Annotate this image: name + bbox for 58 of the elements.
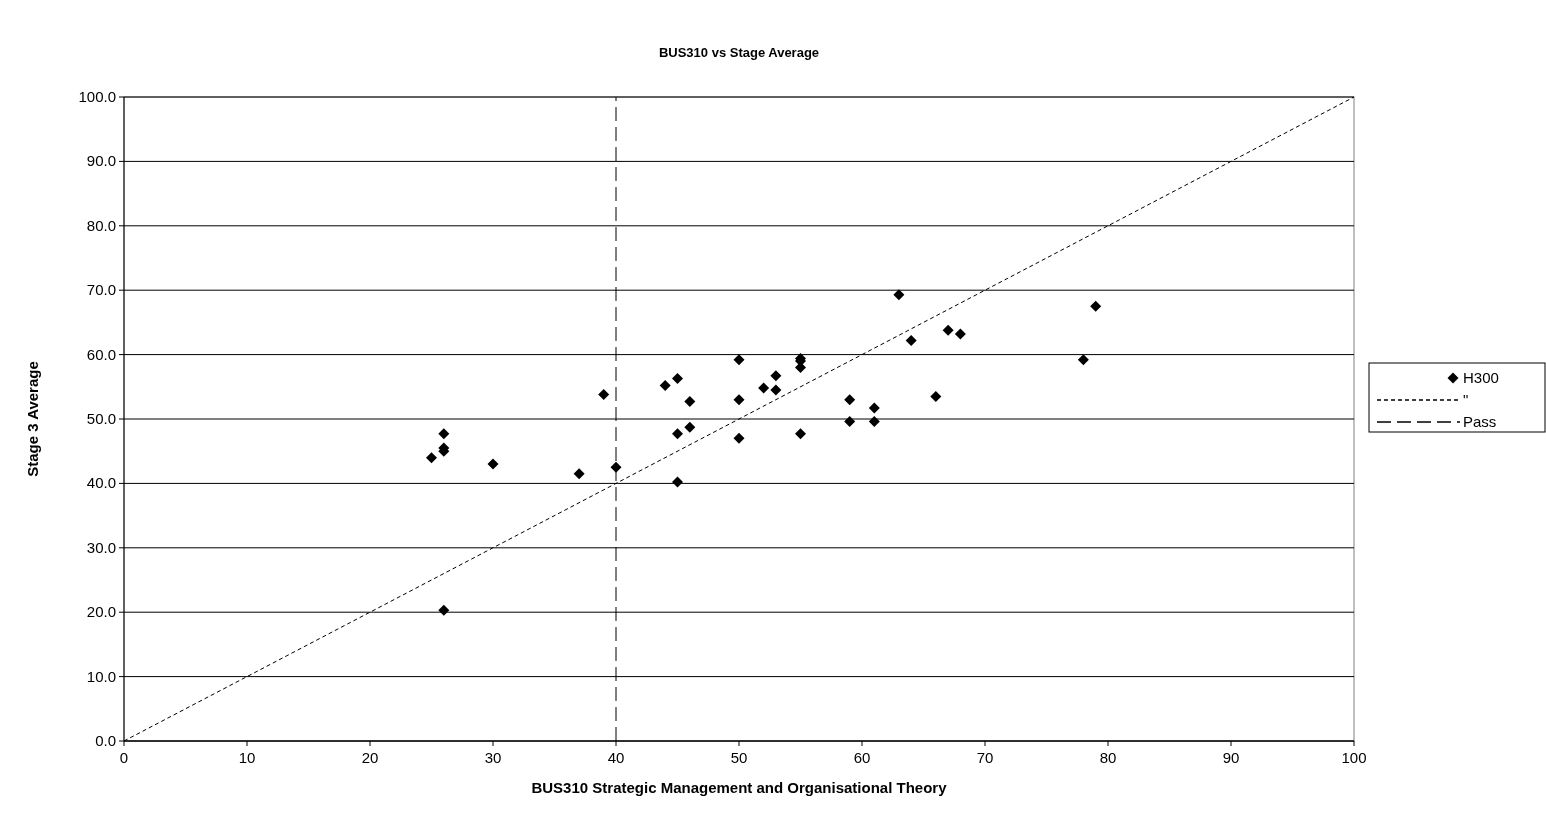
point: [844, 394, 856, 406]
point: [438, 428, 450, 440]
point: [1077, 354, 1089, 366]
y-tick-label: 50.0: [86, 410, 116, 427]
point: [659, 380, 671, 392]
y-tick-label: 100.0: [78, 88, 116, 105]
y-tick-label: 20.0: [86, 603, 116, 621]
point: [672, 428, 683, 440]
y-tick-label: 40.0: [86, 474, 116, 492]
point: [733, 394, 745, 406]
x-tick-label: 70: [976, 749, 994, 766]
point: [733, 432, 745, 444]
point: [942, 324, 954, 336]
point: [905, 334, 917, 346]
point: [598, 389, 610, 401]
x-tick-label: 30: [484, 749, 502, 766]
point: [844, 416, 856, 428]
point: [438, 604, 450, 616]
x-tick-label: 0: [119, 749, 129, 766]
x-tick-label: 90: [1222, 749, 1240, 766]
y-tick-label: 60.0: [86, 345, 116, 363]
y-axis-title: Stage 3 Average: [24, 361, 41, 477]
legend-label: H300: [1463, 369, 1499, 386]
point: [795, 428, 806, 440]
point: [487, 458, 499, 470]
point: [1090, 300, 1102, 312]
x-tick-label: 40: [607, 749, 625, 766]
legend-label: ": [1463, 391, 1469, 408]
point: [684, 396, 696, 408]
x-tick-label: 100: [1341, 749, 1367, 766]
point: [672, 372, 683, 384]
x-axis-title: BUS310 Strategic Management and Organisational Theory: [531, 779, 948, 796]
x-tick-label: 60: [853, 749, 871, 766]
x-tick-label: 20: [361, 749, 379, 766]
point: [868, 416, 880, 428]
point: [868, 402, 880, 414]
point: [758, 382, 770, 394]
x-tick-label: 80: [1099, 749, 1117, 766]
y-tick-label: 30.0: [86, 538, 116, 556]
y-tick-label: 10.0: [86, 667, 116, 685]
point: [733, 354, 745, 366]
point: [770, 384, 782, 396]
point: [684, 421, 696, 433]
point: [672, 476, 683, 488]
x-tick-label: 10: [238, 749, 256, 766]
chart-title: BUS310 vs Stage Average: [658, 45, 820, 60]
y-tick-label: 0.0: [95, 732, 116, 749]
point: [954, 328, 966, 340]
point: [930, 390, 942, 402]
point: [426, 452, 437, 464]
point: [770, 370, 782, 382]
point: [893, 289, 905, 301]
x-tick-label: 50: [730, 749, 748, 766]
y-tick-label: 70.0: [86, 281, 116, 299]
point: [573, 468, 585, 480]
y-tick-label: 80.0: [86, 216, 116, 234]
y-tick-label: 90.0: [86, 152, 116, 170]
legend-label: Pass: [1463, 413, 1497, 430]
